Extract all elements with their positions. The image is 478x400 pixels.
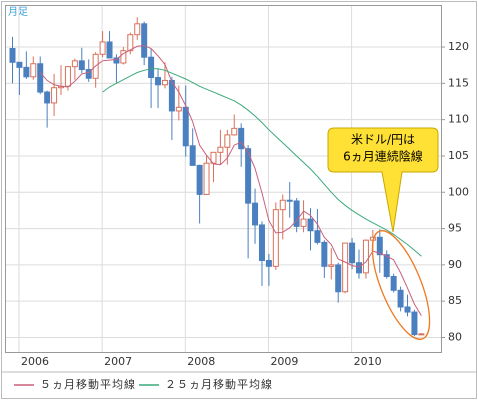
callout-text: 6ヵ月連続陰線	[343, 149, 423, 164]
y-tick-label: 85	[448, 294, 462, 307]
candle-body	[328, 264, 335, 267]
candle-body	[376, 236, 383, 256]
y-tick-label: 110	[448, 113, 469, 126]
candle-body	[71, 60, 78, 68]
candle-body	[182, 106, 189, 147]
y-tick-label: 120	[448, 40, 469, 53]
candle-body	[286, 199, 293, 202]
candle-body	[141, 23, 148, 58]
y-tick-label: 90	[448, 258, 462, 271]
candle-body	[51, 87, 58, 104]
candle-body	[397, 289, 404, 308]
candle-body	[321, 241, 328, 267]
candle-body	[175, 106, 182, 112]
candle-body	[418, 333, 425, 336]
callout	[327, 127, 439, 233]
candle-body	[314, 230, 321, 243]
legend-label: ５ヵ月移動平均線	[40, 377, 136, 391]
candle-body	[148, 56, 155, 79]
candle-body	[120, 50, 127, 64]
candle-body	[30, 63, 37, 78]
candle-body	[342, 242, 349, 293]
x-tick-label: 2009	[270, 355, 298, 368]
candle-body	[265, 260, 272, 267]
candle-body	[217, 146, 224, 153]
candle-body	[383, 254, 390, 277]
x-tick-label: 2008	[187, 355, 215, 368]
candle-body	[161, 79, 168, 86]
candle-body	[44, 91, 51, 104]
y-tick-label: 95	[448, 222, 462, 235]
candle-body	[113, 57, 120, 64]
highlight-ellipse	[371, 230, 431, 340]
candle-body	[78, 60, 85, 71]
candle-body	[349, 242, 356, 264]
candle-body	[258, 224, 265, 262]
candle-body	[189, 145, 196, 166]
candle-body	[203, 162, 210, 195]
candle-body	[307, 218, 314, 232]
candle-body	[231, 127, 238, 136]
candle-body	[134, 23, 141, 36]
candle-body	[335, 264, 342, 293]
period-label: 月足	[8, 6, 28, 18]
callout-text: 米ドル/円は	[351, 133, 415, 147]
candle-body	[404, 306, 411, 313]
y-tick-label: 105	[448, 149, 469, 162]
legend-label: ２５ヵ月移動平均線	[165, 377, 273, 391]
candle-body	[85, 69, 92, 79]
ma-line	[102, 68, 422, 257]
x-tick-label: 2007	[104, 355, 132, 368]
candle-body	[9, 47, 16, 63]
candle-body	[238, 127, 245, 150]
candle-body	[196, 164, 203, 195]
x-tick-label: 2006	[21, 355, 49, 368]
candle-body	[37, 63, 44, 93]
candle-body	[279, 199, 286, 211]
candle-body	[252, 202, 259, 226]
candle-body	[300, 218, 307, 227]
candle-body	[64, 66, 71, 87]
y-tick-label: 80	[448, 330, 462, 343]
candle-body	[99, 41, 106, 55]
x-tick-label: 2010	[354, 355, 382, 368]
candle-body	[390, 275, 397, 291]
candle-body	[155, 77, 162, 86]
y-tick-label: 115	[448, 76, 469, 89]
candle-body	[127, 34, 134, 52]
ma-line	[39, 45, 422, 316]
candle-body	[293, 200, 300, 227]
candle-body	[245, 148, 252, 204]
candle-body	[272, 209, 279, 267]
candle-body	[168, 79, 175, 112]
candle-body	[411, 311, 418, 336]
candle-body	[356, 262, 362, 274]
candle-body	[224, 134, 231, 148]
candle-body	[362, 239, 369, 274]
candle-body	[16, 61, 23, 68]
candle-body	[106, 41, 113, 59]
plot-frame	[5, 5, 442, 353]
y-tick-label: 100	[448, 185, 469, 198]
candle-body	[23, 66, 30, 78]
